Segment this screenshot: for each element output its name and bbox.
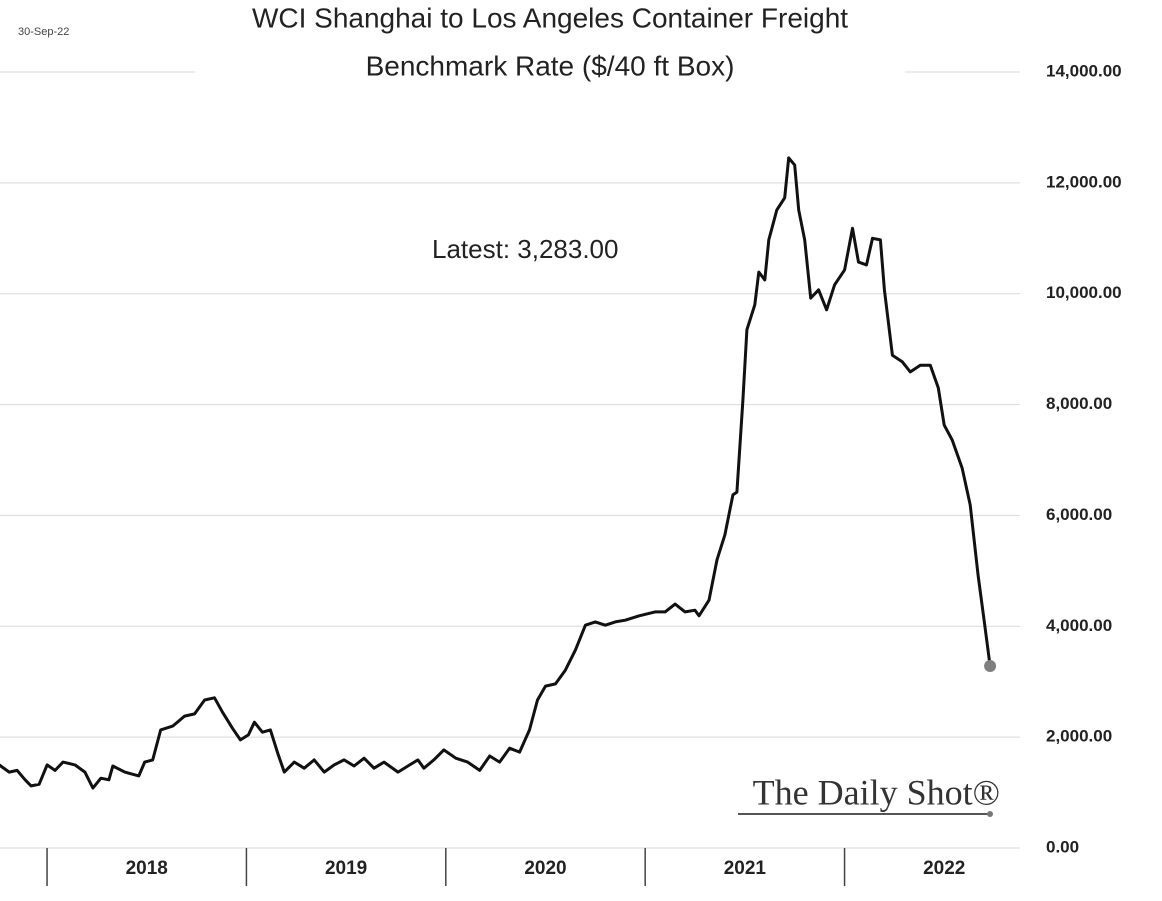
y-tick-label: 2,000.00 xyxy=(1046,727,1112,746)
chart-title: Benchmark Rate ($/40 ft Box) xyxy=(366,50,735,81)
y-tick-label: 4,000.00 xyxy=(1046,616,1112,635)
latest-marker xyxy=(984,660,997,673)
y-tick-label: 12,000.00 xyxy=(1046,172,1122,191)
y-tick-label: 10,000.00 xyxy=(1046,283,1122,302)
x-tick-label: 2021 xyxy=(724,858,767,879)
date-label: 30-Sep-22 xyxy=(18,26,69,38)
x-tick-label: 2022 xyxy=(923,858,965,879)
x-tick-label: 2019 xyxy=(325,858,367,879)
annotation: Latest: 3,283.00 xyxy=(432,234,618,264)
source-logo: The Daily Shot® xyxy=(753,772,1000,812)
y-tick-label: 14,000.00 xyxy=(1046,61,1122,80)
x-tick-label: 2020 xyxy=(524,858,566,879)
y-tick-label: 0.00 xyxy=(1046,837,1079,856)
y-tick-label: 6,000.00 xyxy=(1046,505,1112,524)
chart-title: WCI Shanghai to Los Angeles Container Fr… xyxy=(252,2,848,33)
y-tick-label: 8,000.00 xyxy=(1046,394,1112,413)
x-tick-label: 2018 xyxy=(126,858,168,879)
line-series xyxy=(0,156,992,790)
title-backdrop xyxy=(195,2,905,92)
logo-dot xyxy=(987,811,993,817)
